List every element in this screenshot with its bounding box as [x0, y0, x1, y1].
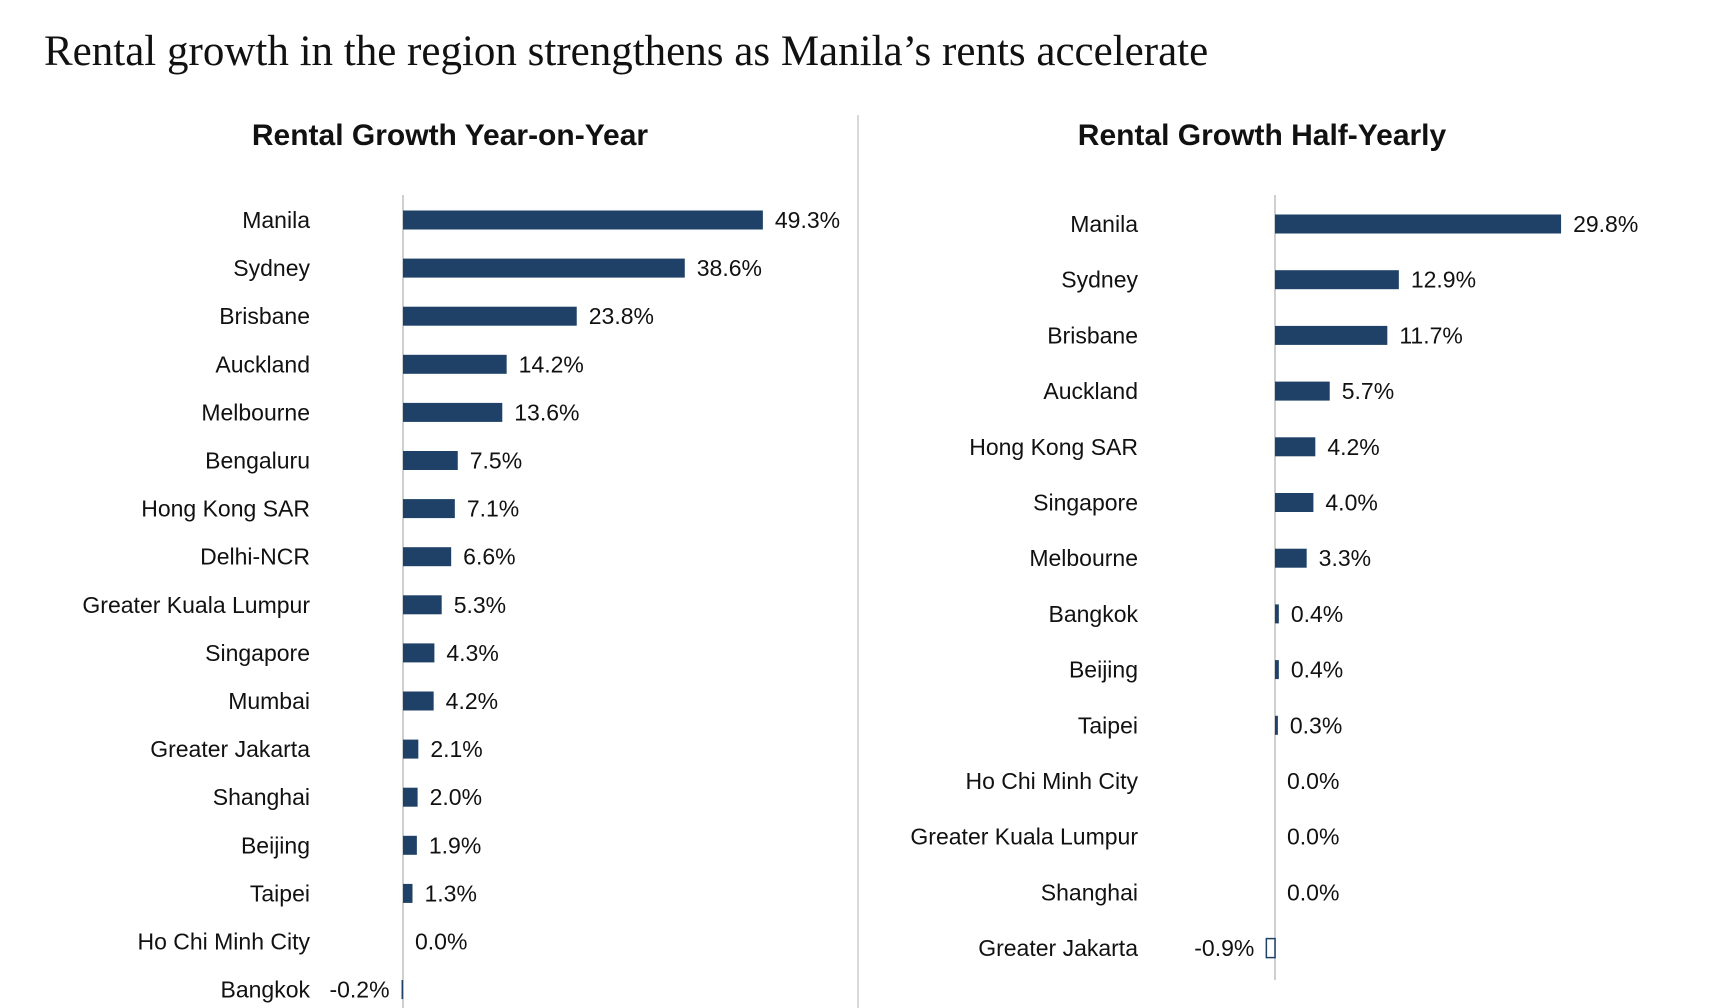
category-label: Manila — [1070, 211, 1138, 237]
category-label: Bengaluru — [205, 448, 310, 474]
data-label: 11.7% — [1399, 322, 1463, 348]
data-label: -0.9% — [1194, 935, 1254, 961]
data-label: -0.2% — [329, 977, 389, 1003]
bar — [403, 787, 418, 807]
bar — [1275, 660, 1279, 680]
data-label: 12.9% — [1411, 267, 1476, 293]
category-label: Beijing — [241, 832, 310, 858]
bar — [403, 258, 685, 278]
category-label: Singapore — [1033, 490, 1138, 516]
category-label: Singapore — [205, 640, 310, 666]
data-label: 23.8% — [589, 303, 654, 329]
data-label: 1.9% — [429, 832, 481, 858]
bar — [1275, 604, 1279, 624]
category-label: Sydney — [1061, 267, 1138, 293]
category-label: Auckland — [1043, 378, 1138, 404]
category-label: Greater Jakarta — [978, 935, 1138, 961]
data-label: 0.0% — [1287, 879, 1339, 905]
category-label: Shanghai — [1041, 879, 1138, 905]
category-label: Brisbane — [1047, 322, 1138, 348]
category-label: Taipei — [250, 880, 310, 906]
chart-rental-growth-half-yearly: Rental Growth Half-Yearly Manila 29.8% Syd… — [910, 119, 1638, 980]
category-label: Brisbane — [219, 303, 310, 329]
data-label: 14.2% — [519, 351, 584, 377]
data-label: 2.1% — [430, 736, 482, 762]
bar — [403, 354, 507, 374]
data-label: 0.3% — [1290, 712, 1342, 738]
category-label: Sydney — [233, 255, 310, 281]
data-label: 6.6% — [463, 544, 515, 570]
bar — [403, 835, 417, 855]
page-title: Rental growth in the region strengthens … — [44, 28, 1209, 75]
data-label: 7.1% — [467, 496, 519, 522]
bar — [1275, 548, 1307, 568]
data-label: 4.0% — [1325, 490, 1377, 516]
data-label: 4.2% — [446, 688, 498, 714]
data-label: 5.7% — [1342, 378, 1394, 404]
bar — [403, 210, 763, 230]
data-label: 3.3% — [1319, 545, 1371, 571]
bar — [403, 547, 452, 567]
bar — [401, 980, 404, 1000]
data-label: 4.3% — [446, 640, 498, 666]
category-label: Bangkok — [220, 977, 310, 1003]
category-label: Beijing — [1069, 657, 1138, 683]
bar — [403, 691, 434, 711]
category-label: Greater Jakarta — [150, 736, 310, 762]
chart-title: Rental Growth Year-on-Year — [252, 119, 649, 152]
data-label: 0.0% — [1287, 768, 1339, 794]
bar — [403, 643, 435, 663]
data-label: 13.6% — [514, 399, 579, 425]
data-label: 38.6% — [697, 255, 762, 281]
category-label: Greater Kuala Lumpur — [910, 824, 1138, 850]
chart-divider — [857, 115, 859, 1008]
category-label: Melbourne — [1029, 545, 1138, 571]
category-label: Taipei — [1078, 712, 1138, 738]
category-label: Greater Kuala Lumpur — [82, 592, 310, 618]
data-label: 4.2% — [1327, 434, 1379, 460]
data-label: 0.0% — [415, 929, 467, 955]
bar — [1265, 937, 1276, 959]
data-label: 2.0% — [430, 784, 482, 810]
data-label: 0.4% — [1291, 601, 1343, 627]
chart-title: Rental Growth Half-Yearly — [1078, 119, 1447, 152]
bar — [403, 883, 413, 903]
data-label: 29.8% — [1573, 211, 1638, 237]
data-label: 7.5% — [470, 448, 522, 474]
data-label: 5.3% — [454, 592, 506, 618]
bar — [403, 499, 455, 519]
data-label: 49.3% — [775, 207, 840, 233]
category-label: Hong Kong SAR — [141, 496, 310, 522]
category-label: Ho Chi Minh City — [137, 929, 310, 955]
bar — [403, 739, 419, 759]
bar — [1275, 381, 1330, 401]
category-label: Auckland — [215, 351, 310, 377]
chart-rental-growth-year-on-year: Rental Growth Year-on-Year Manila 49.3% Sy… — [82, 119, 840, 1008]
category-label: Bangkok — [1048, 601, 1138, 627]
category-label: Melbourne — [201, 399, 310, 425]
bar — [1275, 325, 1388, 345]
category-label: Shanghai — [213, 784, 310, 810]
bar — [1275, 493, 1314, 512]
data-label: 1.3% — [424, 880, 476, 906]
bar — [1275, 437, 1316, 457]
bar — [403, 451, 458, 470]
category-label: Manila — [242, 207, 310, 233]
bar — [403, 595, 442, 615]
category-label: Ho Chi Minh City — [965, 768, 1138, 794]
category-label: Mumbai — [228, 688, 310, 714]
category-label: Hong Kong SAR — [969, 434, 1138, 460]
bar — [403, 402, 503, 422]
data-label: 0.4% — [1291, 657, 1343, 683]
bar — [1275, 715, 1278, 735]
bar — [1275, 214, 1562, 234]
bar — [403, 306, 577, 326]
category-label: Delhi-NCR — [200, 544, 310, 570]
bar — [1275, 270, 1399, 290]
data-label: 0.0% — [1287, 824, 1339, 850]
